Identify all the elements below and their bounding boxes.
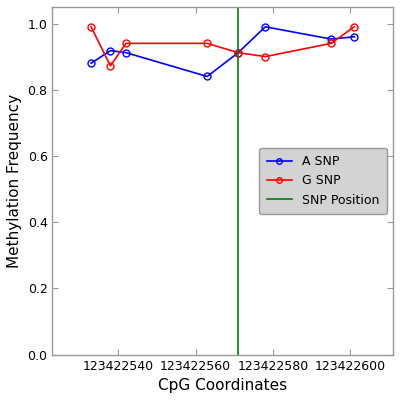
X-axis label: CpG Coordinates: CpG Coordinates [158,378,287,393]
Y-axis label: Methylation Frequency: Methylation Frequency [7,94,22,268]
Legend: A SNP, G SNP, SNP Position: A SNP, G SNP, SNP Position [260,148,387,214]
